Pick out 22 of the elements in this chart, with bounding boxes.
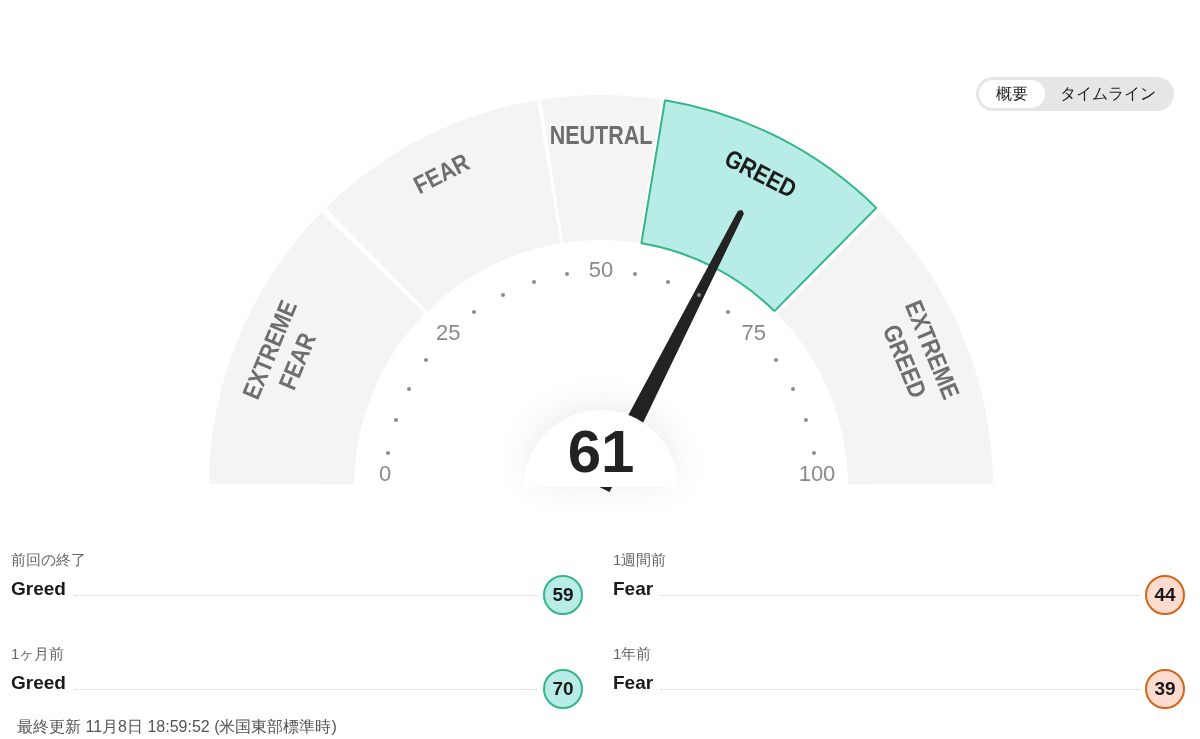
view-toggle: 概要 タイムライン (976, 77, 1174, 111)
category-label: 1年前 (613, 645, 652, 664)
text: 75 (741, 320, 766, 346)
slice-label: NEUTRAL (549, 121, 653, 150)
data-label: 70 (543, 669, 583, 709)
text: Greed (11, 671, 66, 694)
data-label: 59 (543, 575, 583, 615)
category-label: 1週間前 (613, 551, 667, 570)
text: Fear (613, 577, 654, 600)
text: 50 (588, 257, 614, 283)
text: 61 (567, 418, 635, 485)
text: 最終更新 11月8日 18:59:52 (米国東部標準時) (17, 717, 337, 737)
data-label: 39 (1145, 669, 1185, 709)
category-label: 1ヶ月前 (11, 645, 65, 664)
category-label: 前回の終了 (11, 551, 86, 570)
slice-label: FEAR (408, 147, 474, 200)
text: 25 (436, 320, 461, 346)
text: Fear (613, 671, 654, 694)
data-label: 44 (1145, 575, 1185, 615)
text: Greed (11, 577, 66, 600)
text: 0 (378, 461, 392, 487)
text: 100 (798, 461, 836, 487)
